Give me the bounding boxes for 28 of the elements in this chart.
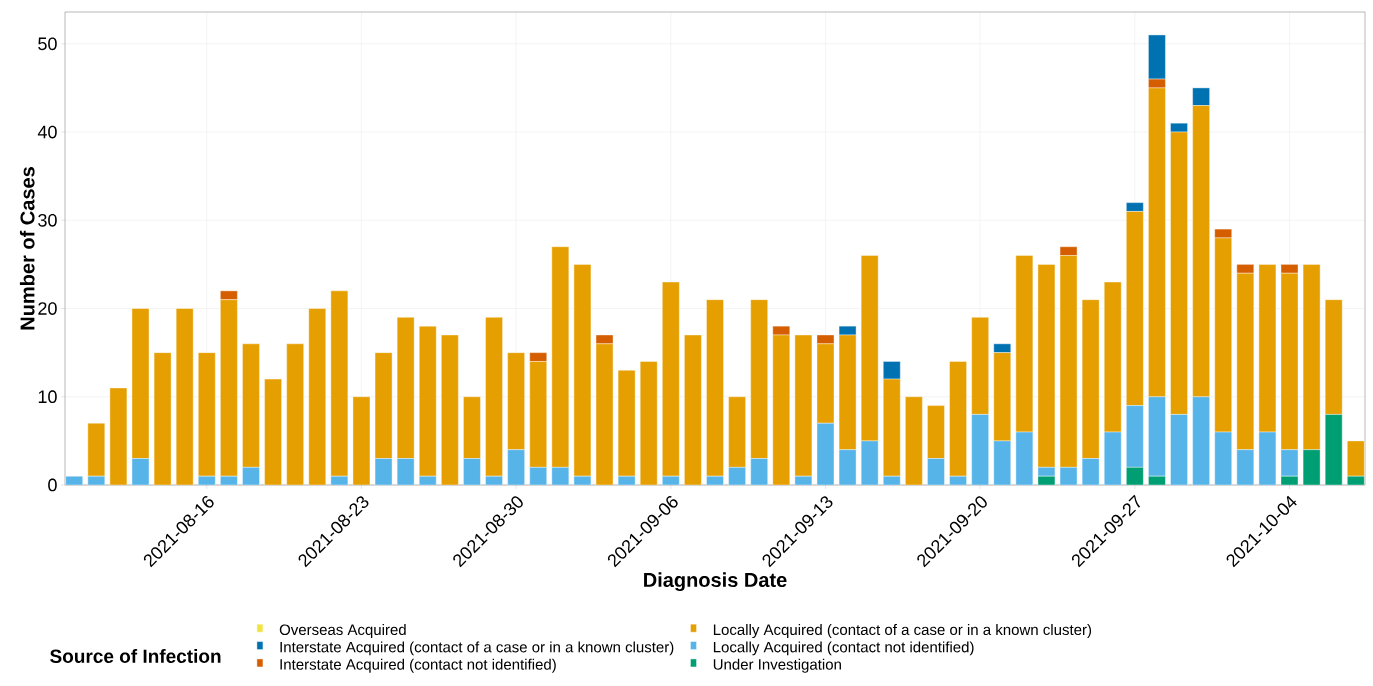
bar: [441, 334, 459, 485]
bar: [308, 308, 326, 485]
y-tick-label: 10: [38, 390, 57, 404]
bar: [640, 361, 658, 485]
bar: [352, 396, 371, 485]
legend-label: Overseas Acquired: [279, 624, 406, 638]
y-tick-label: 20: [38, 302, 57, 315]
bar: [264, 378, 282, 485]
bar: [1325, 414, 1343, 485]
bar: [109, 387, 128, 485]
y-tick-label: 50: [38, 37, 57, 51]
legend-label: Locally Acquired (contact not identified): [713, 641, 974, 656]
bar: [65, 475, 83, 485]
legend-label: Interstate Acquired (contact of a case or in a known cluster): [280, 641, 674, 656]
bar: [684, 334, 702, 485]
y-tick-label: 40: [37, 125, 57, 139]
bar: [905, 396, 923, 485]
y-tick-label: 30: [38, 213, 57, 227]
legend-label: Under Investigation: [713, 658, 841, 673]
legend-title: Source of Infection: [50, 649, 221, 663]
legend-label: Locally Acquired (contact of a case or in a known cluster): [713, 624, 1092, 638]
bar: [286, 343, 304, 485]
y-axis-title: Number of Cases: [19, 167, 35, 330]
bar: [175, 308, 194, 485]
y-tick-label: 0: [48, 478, 57, 492]
bar: [153, 352, 172, 485]
x-axis-title: Diagnosis Date: [644, 572, 787, 592]
legend-label: Interstate Acquired (contact not identified): [280, 658, 556, 673]
